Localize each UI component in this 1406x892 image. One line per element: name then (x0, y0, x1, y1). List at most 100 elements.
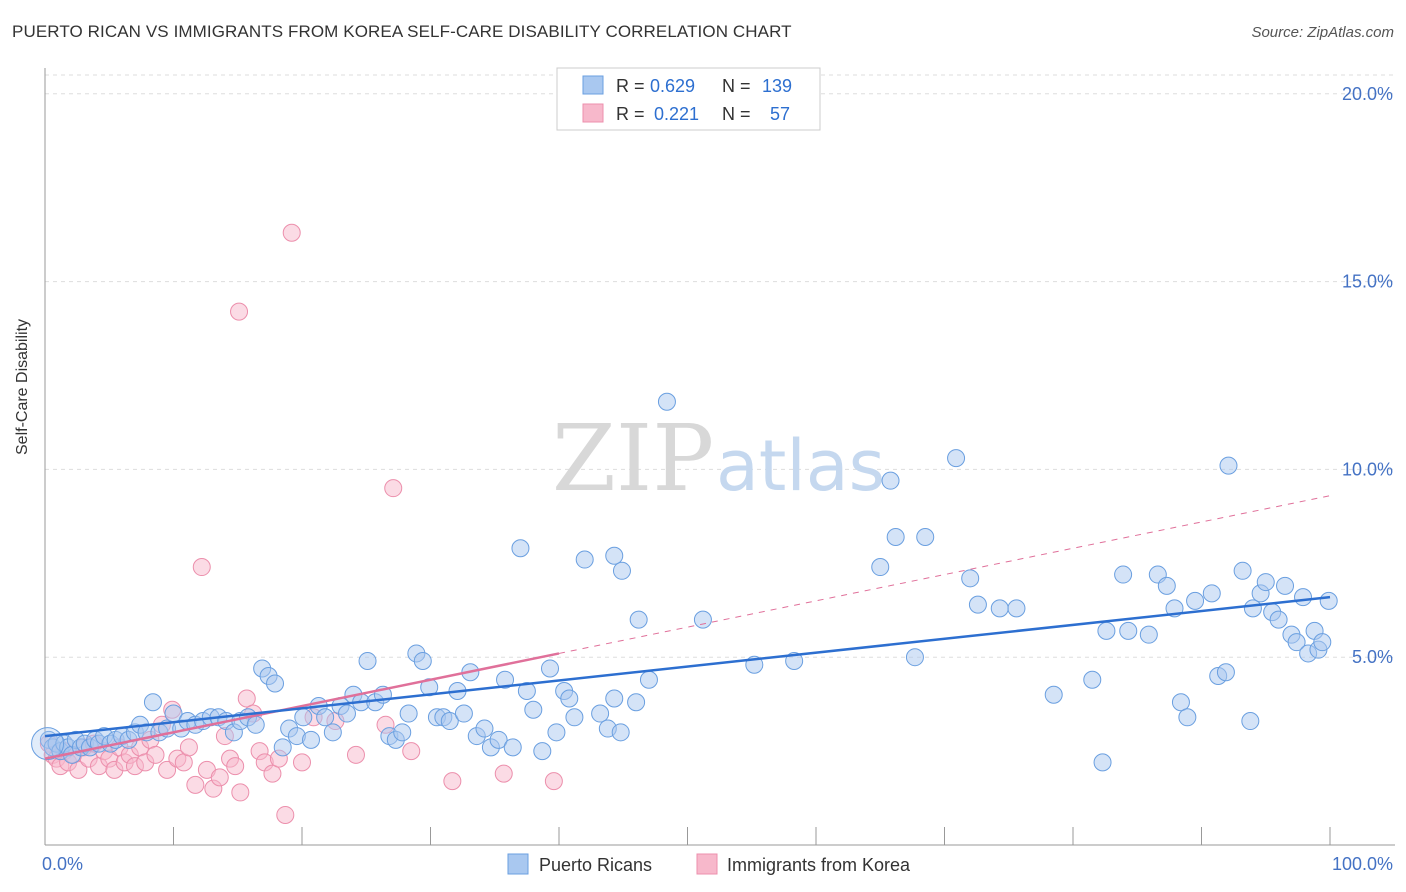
korea-point (402, 742, 421, 761)
puerto-rican-point (693, 610, 712, 629)
puerto-rican-point (1233, 561, 1252, 580)
puerto-rican-point (1269, 610, 1288, 629)
puerto-rican-point (1287, 633, 1306, 652)
korea-point (230, 302, 249, 321)
puerto-rican-point (990, 599, 1009, 618)
puerto-rican-point (1157, 576, 1176, 595)
korea-point (544, 772, 563, 791)
korea-point (174, 753, 193, 772)
puerto-rican-point (1241, 712, 1260, 731)
x-tick-label-max: 100.0% (1332, 854, 1393, 874)
puerto-rican-point (1097, 621, 1116, 640)
puerto-rican-point (1139, 625, 1158, 644)
puerto-rican-point (947, 449, 966, 468)
puerto-rican-point (399, 704, 418, 723)
puerto-rican-point (496, 670, 515, 689)
legend-swatch-korea (696, 853, 718, 875)
korea-point (276, 805, 295, 824)
puerto-rican-point (316, 708, 335, 727)
stats-r-value-pink: 0.221 (654, 104, 699, 124)
puerto-rican-point (639, 670, 658, 689)
puerto-rican-point (541, 659, 560, 678)
watermark: ZIP atlas (552, 405, 885, 512)
puerto-rican-point (1219, 456, 1238, 475)
puerto-rican-point (1319, 591, 1338, 610)
puerto-rican-point (961, 569, 980, 588)
korea-point (293, 753, 311, 772)
korea-point (443, 772, 462, 791)
stats-swatch-pink (582, 103, 604, 123)
puerto-rican-point (533, 742, 552, 761)
stats-n-label: N = (722, 76, 751, 96)
puerto-rican-point (1294, 588, 1313, 607)
puerto-rican-point (591, 704, 610, 723)
korea-point (69, 760, 88, 779)
korea-point (231, 783, 250, 802)
puerto-rican-point (1202, 584, 1221, 603)
grid-lines (45, 74, 1395, 658)
stats-n-label: N = (722, 104, 751, 124)
puerto-rican-point (1256, 573, 1275, 592)
stats-r-label: R = (616, 104, 645, 124)
puerto-rican-point (323, 723, 342, 742)
puerto-rican-point (294, 708, 313, 727)
x-tick-labels: 0.0% 100.0% (42, 854, 1393, 874)
puerto-rican-point (489, 730, 508, 749)
puerto-rican-point (1276, 576, 1295, 595)
puerto-rican-point (246, 715, 265, 734)
legend-label-puerto-ricans: Puerto Ricans (539, 855, 652, 875)
korea-point (158, 760, 177, 779)
puerto-rican-point (547, 723, 566, 742)
y-tick-label: 10.0% (1342, 459, 1393, 479)
source-note: Source: ZipAtlas.com (1251, 24, 1394, 41)
watermark-atlas: atlas (716, 425, 885, 507)
x-tick-label-min: 0.0% (42, 854, 83, 874)
puerto-rican-point (524, 700, 543, 719)
chart-title: PUERTO RICAN VS IMMIGRANTS FROM KOREA SE… (12, 22, 792, 41)
korea-point (210, 768, 229, 787)
puerto-rican-point (1178, 708, 1197, 727)
puerto-rican-point (413, 651, 432, 670)
puerto-rican-point (301, 730, 320, 749)
puerto-rican-point (657, 392, 676, 411)
puerto-rican-point (1044, 685, 1063, 704)
puerto-rican-point (1216, 663, 1235, 682)
korea-point (192, 558, 211, 577)
korea-point (179, 738, 198, 757)
axes (44, 68, 1395, 846)
puerto-rican-point (503, 738, 522, 757)
y-tick-label: 15.0% (1342, 272, 1393, 292)
stats-r-label: R = (616, 76, 645, 96)
puerto-rican-point (612, 561, 631, 580)
puerto-rican-point (611, 723, 630, 742)
puerto-rican-point (440, 712, 459, 731)
puerto-rican-point (517, 682, 536, 700)
puerto-rican-point (916, 528, 935, 546)
puerto-rican-point (511, 539, 530, 558)
korea-trend-line (44, 652, 560, 760)
puerto-rican-point (871, 558, 890, 577)
y-tick-label: 5.0% (1352, 647, 1393, 667)
puerto-rican-point (560, 689, 579, 708)
puerto-rican-point (358, 651, 377, 670)
puerto-rican-point (605, 546, 624, 565)
korea-point (237, 689, 256, 708)
puerto-rican-point (393, 723, 412, 742)
legend-label-korea: Immigrants from Korea (727, 855, 911, 875)
puerto-rican-trend-line (44, 595, 1331, 738)
puerto-rican-point (881, 471, 900, 490)
y-tick-labels: 5.0% 10.0% 15.0% 20.0% (1342, 84, 1393, 667)
puerto-rican-point (565, 708, 584, 727)
puerto-rican-point (475, 719, 494, 738)
puerto-rican-point (1313, 633, 1332, 652)
puerto-rican-point (1114, 565, 1133, 584)
korea-point (494, 764, 513, 783)
puerto-rican-point (627, 693, 646, 712)
puerto-rican-point (143, 693, 162, 712)
stats-swatch-blue (582, 75, 604, 95)
puerto-rican-point (1083, 670, 1102, 689)
y-tick-label: 20.0% (1342, 84, 1393, 104)
puerto-rican-point (1007, 599, 1026, 618)
puerto-rican-point (337, 704, 356, 723)
